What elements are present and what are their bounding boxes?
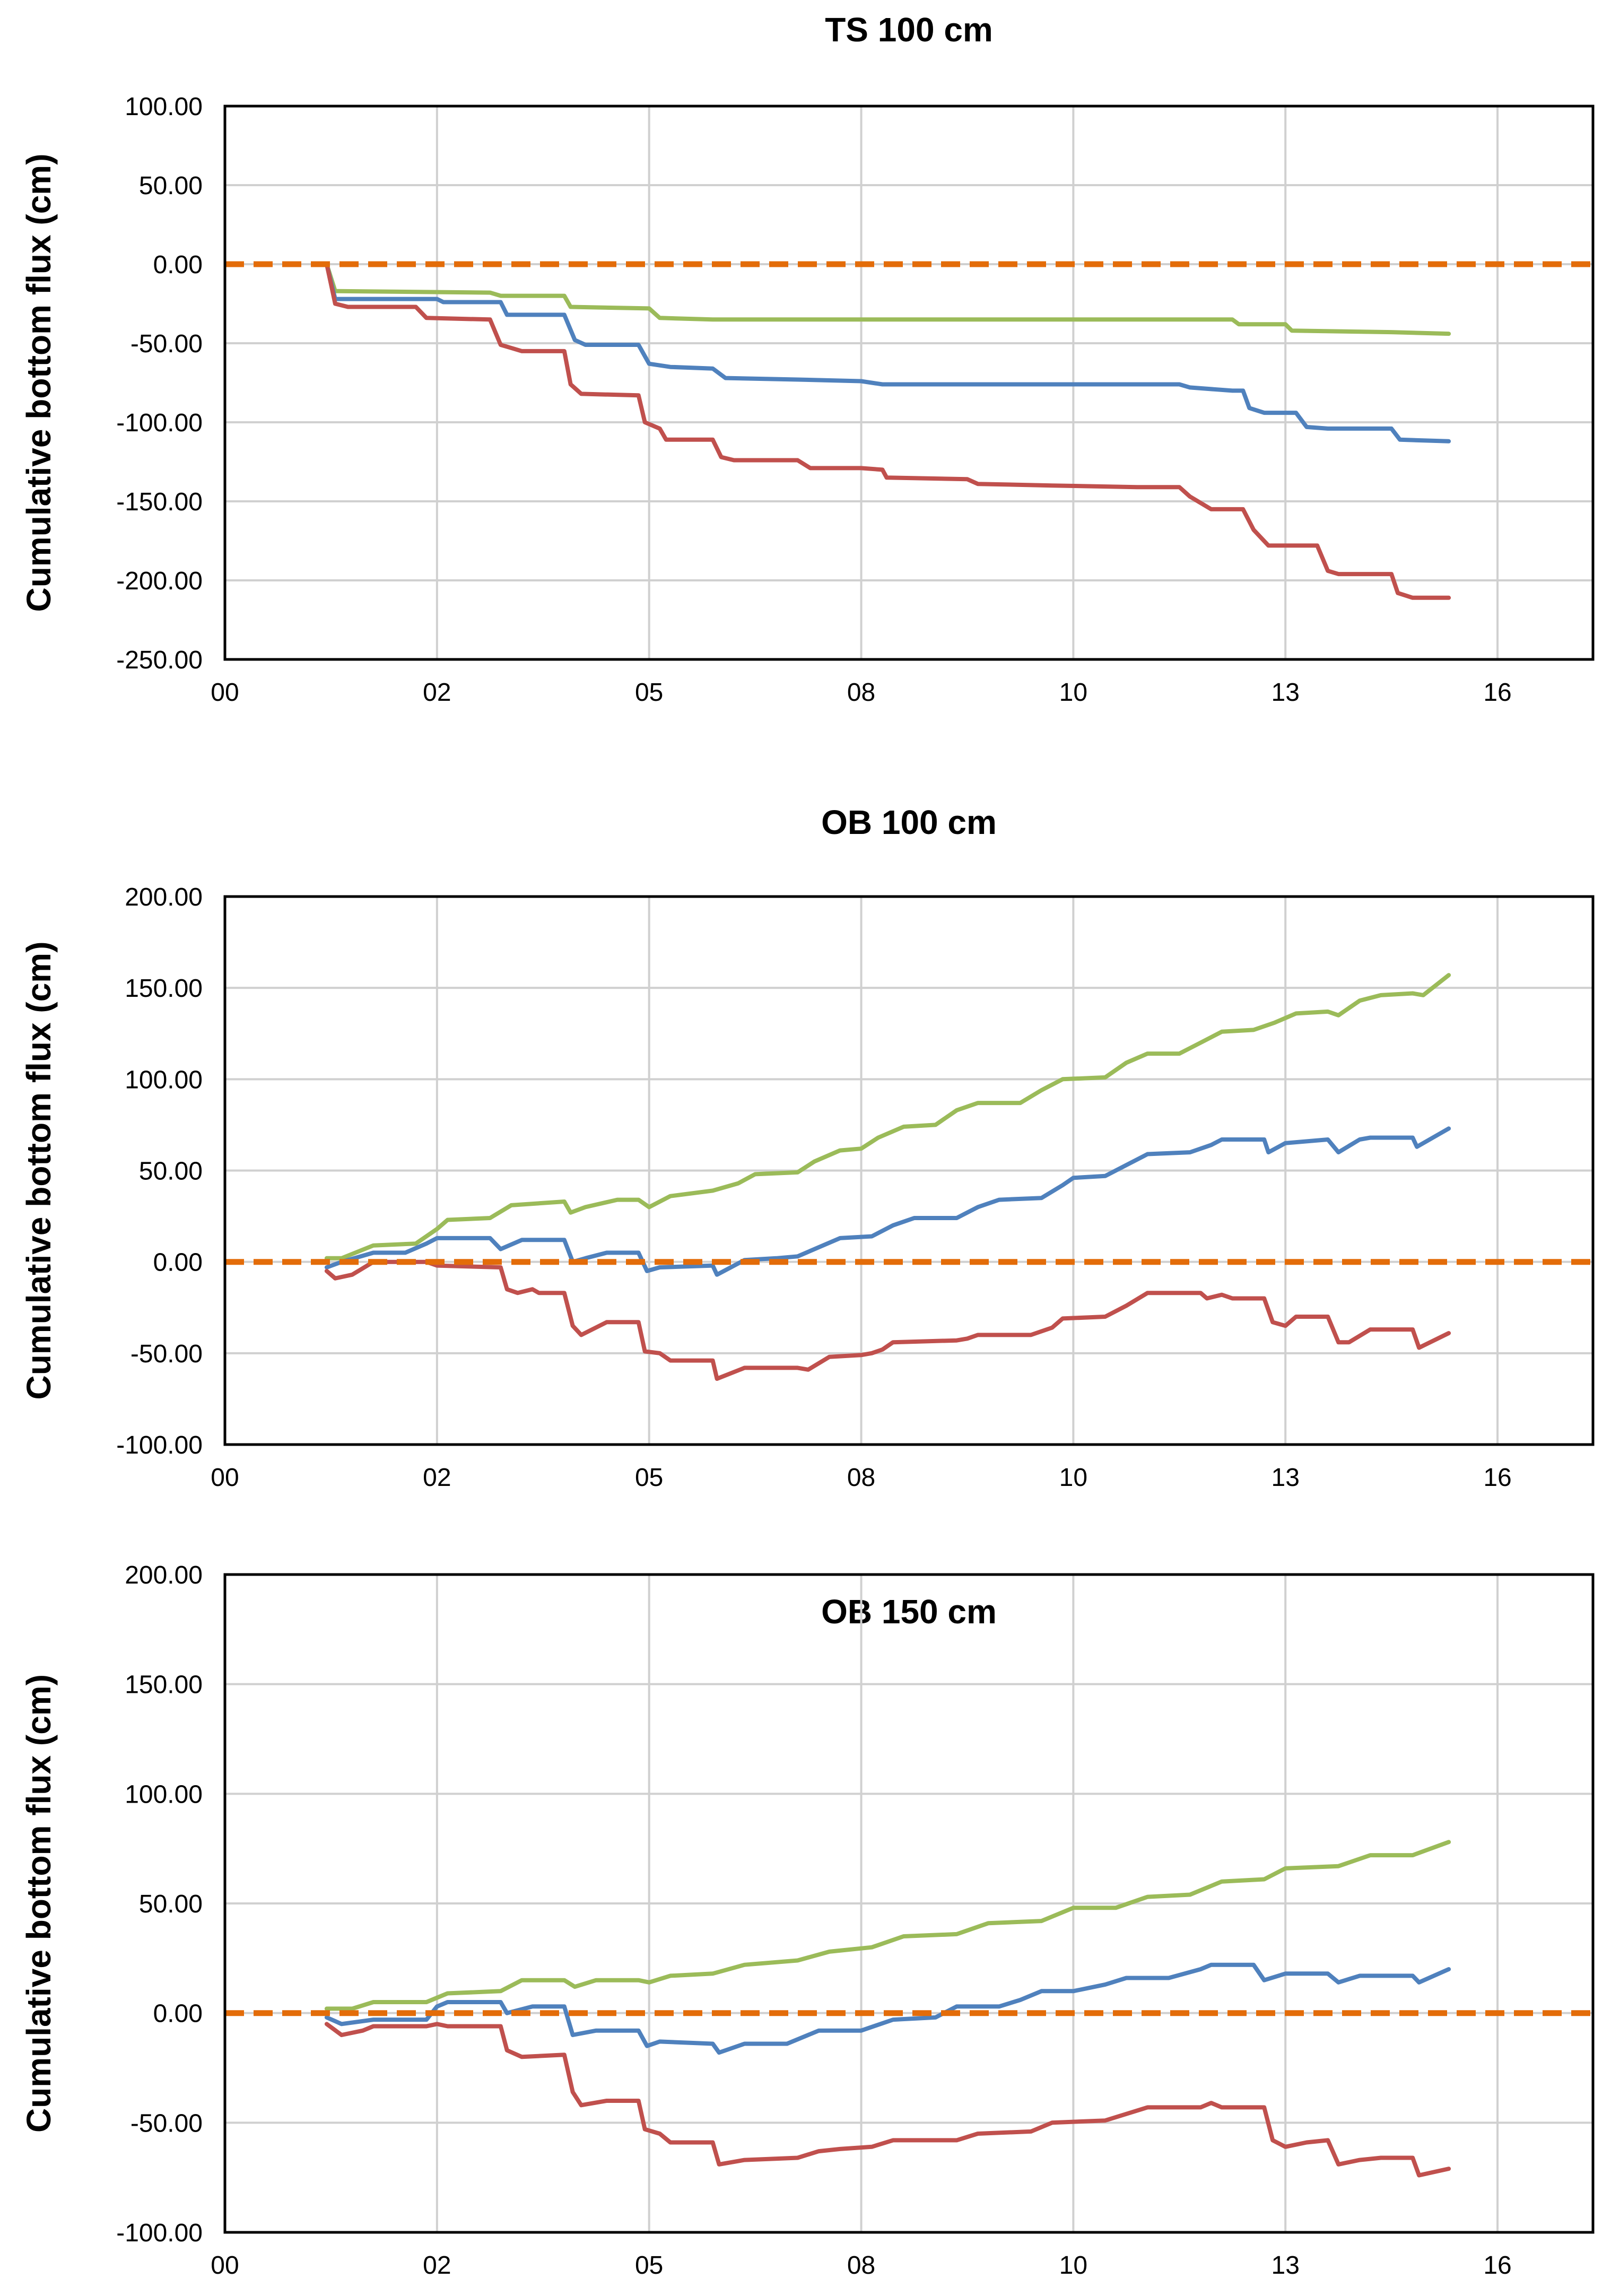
y-tick-label: 150.00 <box>125 975 203 1003</box>
y-tick-label: 50.00 <box>139 172 203 200</box>
x-tick-label: 13 <box>1272 1464 1300 1492</box>
x-tick-label: 08 <box>847 679 875 707</box>
plot-frame <box>223 895 1595 1446</box>
series-line-red <box>324 2022 1451 2178</box>
y-tick-label: 100.00 <box>125 1780 203 1808</box>
x-tick-label: 13 <box>1272 679 1300 707</box>
x-tick-label: 10 <box>1059 2251 1087 2280</box>
chart-1: TS 100 cm 100.00 50.00 0.00 -50.00 -100.00 -15… <box>20 11 1595 707</box>
y-axis-label: Cumulative bottom flux (cm) <box>20 941 58 1399</box>
x-tick-label: 05 <box>635 679 663 707</box>
x-tick-label: 16 <box>1483 1464 1511 1492</box>
chart-2: OB 100 cm 200.00 150.00 100.00 50.00 0.00 -50.… <box>20 803 1595 1492</box>
y-tick-label: 150.00 <box>125 1671 203 1699</box>
x-tick-label: 02 <box>423 1464 451 1492</box>
x-tick-label: 02 <box>423 679 451 707</box>
y-axis-label: Cumulative bottom flux (cm) <box>20 1674 58 2133</box>
y-tick-label: -50.00 <box>130 330 203 358</box>
chart-title: OB 150 cm <box>821 1593 997 1631</box>
y-tick-label: 50.00 <box>139 1158 203 1186</box>
y-tick-label: 100.00 <box>125 1066 203 1094</box>
y-tick-label: -100.00 <box>116 409 203 437</box>
y-tick-label: -150.00 <box>116 488 203 516</box>
x-tick-label: 13 <box>1272 2251 1300 2280</box>
y-tick-label: -50.00 <box>130 1340 203 1368</box>
x-tick-label: 05 <box>635 1464 663 1492</box>
y-tick-label: -200.00 <box>116 567 203 595</box>
x-tick-label: 16 <box>1483 679 1511 707</box>
y-axis-label: Cumulative bottom flux (cm) <box>20 153 58 612</box>
series-line-green <box>324 1840 1451 2011</box>
x-tick-label: 08 <box>847 1464 875 1492</box>
y-tick-label: -50.00 <box>130 2109 203 2137</box>
x-tick-label: 16 <box>1483 2251 1511 2280</box>
y-tick-label: 0.00 <box>153 2000 203 2028</box>
chart-3: OB 150 cm 200.00 150.00 100.00 50.00 0.00 -50.… <box>20 1561 1595 2280</box>
series-line-red <box>324 1259 1451 1381</box>
y-tick-label: 200.00 <box>125 883 203 911</box>
y-tick-label: -100.00 <box>116 2219 203 2247</box>
series-line-red <box>324 262 1451 600</box>
x-tick-label: 02 <box>423 2251 451 2280</box>
x-tick-label: 00 <box>211 2251 239 2280</box>
chart-title: OB 100 cm <box>821 803 997 841</box>
y-tick-label: -250.00 <box>116 646 203 674</box>
y-tick-label: 100.00 <box>125 93 203 121</box>
y-tick-label: 0.00 <box>153 1249 203 1277</box>
series-line-blue <box>324 262 1451 443</box>
x-tick-label: 00 <box>211 1464 239 1492</box>
chart-title: TS 100 cm <box>825 11 993 49</box>
y-tick-label: 200.00 <box>125 1561 203 1589</box>
y-tick-label: 50.00 <box>139 1890 203 1918</box>
plot-frame <box>223 1573 1595 2234</box>
x-tick-label: 05 <box>635 2251 663 2280</box>
series-line-blue <box>324 1962 1451 2055</box>
y-tick-label: -100.00 <box>116 1431 203 1459</box>
series-line-blue <box>324 1126 1451 1277</box>
x-tick-label: 10 <box>1059 679 1087 707</box>
x-tick-label: 08 <box>847 2251 875 2280</box>
x-tick-label: 00 <box>211 679 239 707</box>
x-tick-label: 10 <box>1059 1464 1087 1492</box>
series-line-green <box>324 262 1451 336</box>
series-line-green <box>324 973 1451 1260</box>
y-tick-label: 0.00 <box>153 251 203 279</box>
plot-frame <box>223 105 1595 661</box>
